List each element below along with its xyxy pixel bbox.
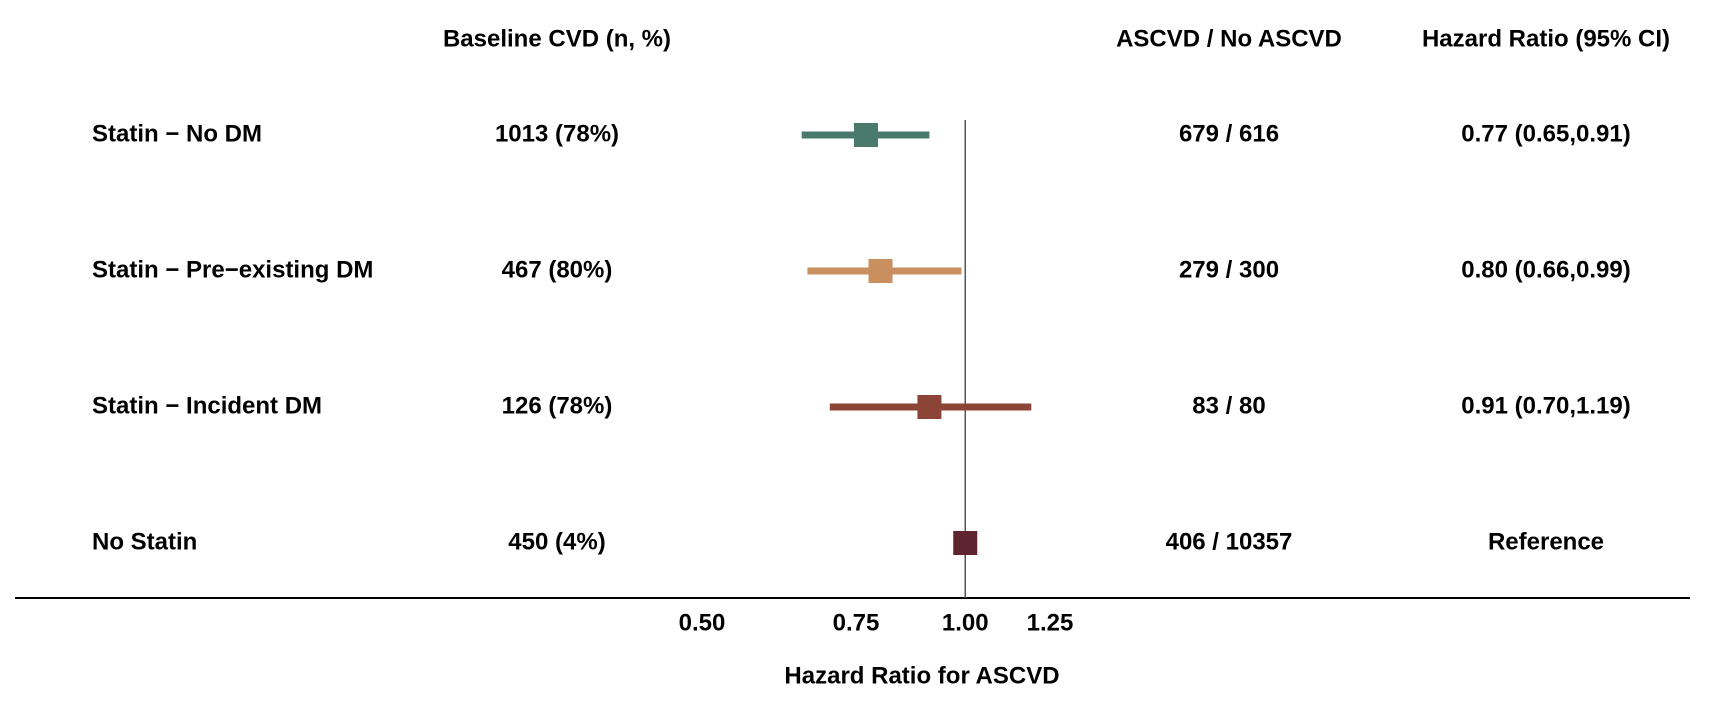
x-tick-label: 1.25 — [1027, 609, 1074, 636]
baseline-cell: 450 (4%) — [508, 528, 605, 555]
point-estimate — [953, 531, 978, 555]
events-cell: 83 / 80 — [1192, 392, 1265, 419]
x-tick-label: 0.50 — [679, 609, 726, 636]
baseline-cell: 467 (80%) — [502, 256, 613, 283]
column-header: Hazard Ratio (95% CI) — [1422, 25, 1670, 52]
row-label: Statin − No DM — [92, 120, 262, 147]
point-estimate — [917, 395, 942, 419]
x-tick-label: 0.75 — [833, 609, 880, 636]
point-estimate — [868, 259, 893, 283]
baseline-cell: 1013 (78%) — [495, 120, 619, 147]
point-estimate — [853, 123, 878, 147]
hr-cell: 0.77 (0.65,0.91) — [1461, 120, 1630, 147]
row-label: No Statin — [92, 528, 197, 555]
baseline-cell: 126 (78%) — [502, 392, 613, 419]
events-cell: 679 / 616 — [1179, 120, 1279, 147]
hr-cell: Reference — [1488, 528, 1604, 555]
row-label: Statin − Incident DM — [92, 392, 322, 419]
row-label: Statin − Pre−existing DM — [92, 256, 373, 283]
x-tick-label: 1.00 — [942, 609, 989, 636]
column-header: ASCVD / No ASCVD — [1116, 25, 1342, 52]
x-axis-label: Hazard Ratio for ASCVD — [784, 662, 1059, 689]
column-header: Baseline CVD (n, %) — [443, 25, 671, 52]
events-cell: 406 / 10357 — [1166, 528, 1293, 555]
hr-cell: 0.91 (0.70,1.19) — [1461, 392, 1630, 419]
hr-cell: 0.80 (0.66,0.99) — [1461, 256, 1630, 283]
events-cell: 279 / 300 — [1179, 256, 1279, 283]
